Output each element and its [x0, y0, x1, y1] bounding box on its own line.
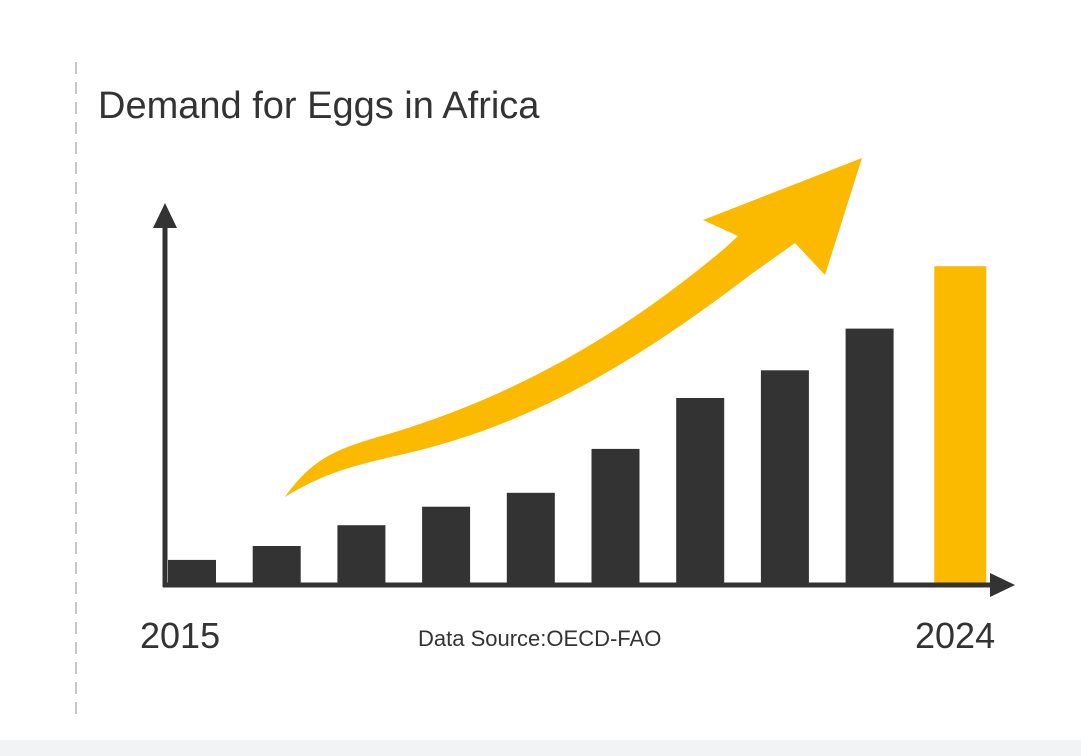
chart-title: Demand for Eggs in Africa [98, 85, 540, 127]
bar-2015 [168, 559, 216, 583]
bar-2024 [934, 266, 987, 583]
y-axis-arrowhead [153, 203, 177, 228]
bar-2017 [337, 525, 386, 583]
bars [168, 266, 987, 583]
bar-2022 [760, 370, 809, 583]
bar-2016 [252, 546, 301, 583]
x-label-start: 2015 [140, 615, 220, 656]
bar-2020 [591, 448, 640, 583]
bottom-strip [0, 740, 1081, 756]
x-axis-arrowhead [990, 573, 1015, 597]
bar-2021 [676, 398, 725, 583]
x-label-end: 2024 [915, 615, 995, 656]
trend-arrow [285, 158, 862, 497]
bar-2023 [845, 328, 894, 583]
data-source-note: Data Source:OECD-FAO [418, 626, 661, 651]
bar-2018 [422, 506, 471, 583]
bar-2019 [506, 492, 555, 583]
